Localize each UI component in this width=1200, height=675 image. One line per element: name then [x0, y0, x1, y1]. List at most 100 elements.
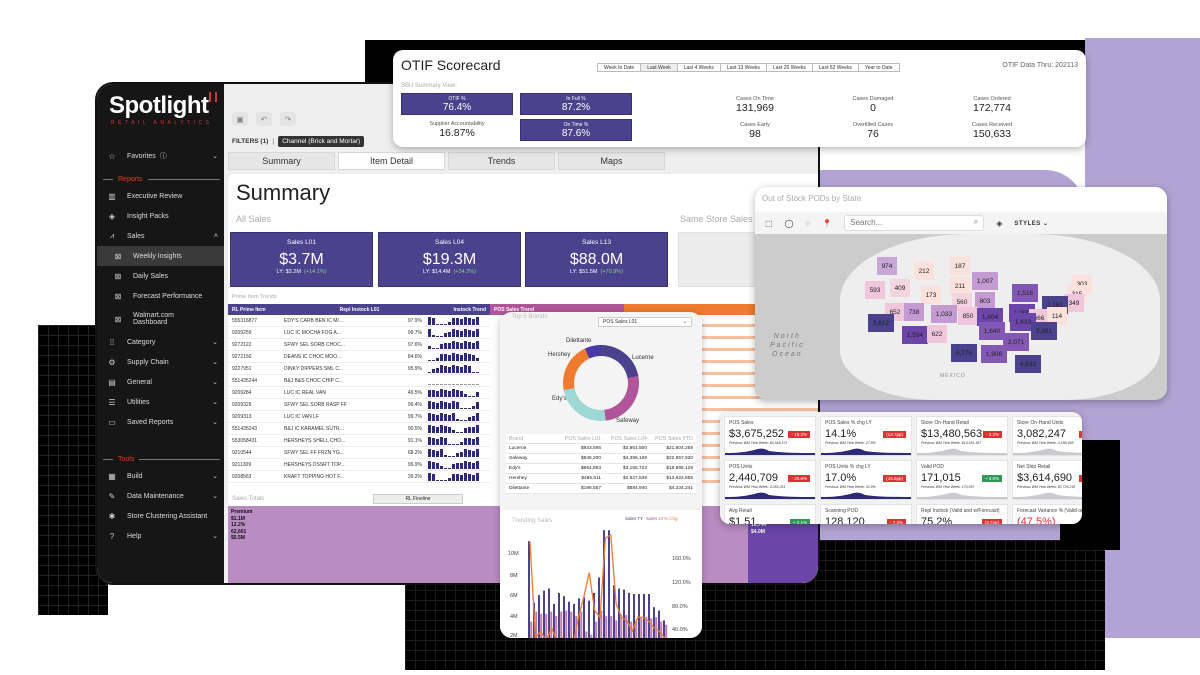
table-row[interactable]: 9208563 KRAFT TOPPING HOT F... 39.2% — [228, 471, 490, 483]
state-region[interactable]: 1,804 — [977, 308, 1003, 326]
table-row[interactable]: Hershey $485,511 $2,527,839 $13,622,655 — [506, 474, 696, 484]
rl-fineline-button[interactable]: RL Fineline — [373, 494, 463, 504]
undo-button[interactable]: ↶ — [256, 112, 272, 126]
state-region[interactable]: 1,594 — [902, 326, 928, 344]
table-row[interactable]: 9272150 DEANS IC CHOC MOO... 84.6% — [228, 351, 490, 363]
metric-select[interactable]: POS Sales L01 ⌄ — [598, 317, 692, 327]
table-row[interactable]: 551435244 B&J B&S CHOC CHIP C... — [228, 375, 490, 387]
state-region[interactable]: 211 — [950, 277, 970, 295]
state-region[interactable]: 593 — [865, 281, 885, 299]
styles-dropdown[interactable]: STYLES ⌄ — [1014, 220, 1049, 227]
period-last-26-weeks[interactable]: Last 26 Weeks — [765, 63, 813, 72]
state-region[interactable]: 6,775 — [951, 344, 977, 362]
table-row[interactable]: Dilettante $198,557 $884,940 $4,334,241 — [506, 484, 696, 494]
kpi-tile[interactable]: POS Units % chg LY 17.0% (16.9pp) Previous … — [820, 460, 912, 500]
sidebar-item-utilities[interactable]: ☰ Utilities ⌄ — [108, 397, 218, 407]
state-region[interactable]: 622 — [927, 325, 947, 343]
sidebar-item-daily-sales[interactable]: ⊠ Daily Sales — [114, 271, 169, 281]
save-button[interactable]: ▣ — [232, 112, 248, 126]
state-region[interactable]: 409 — [890, 279, 910, 297]
state-region[interactable]: 560 — [952, 293, 972, 311]
lasso-select-icon[interactable]: ◌ — [805, 218, 811, 228]
state-region[interactable]: 1,640 — [979, 322, 1005, 340]
state-region[interactable]: 850 — [958, 307, 978, 325]
table-row[interactable]: 555316877 EDY'S CARB BEN IC M/... 97.9% — [228, 315, 490, 327]
sidebar-item-data-maintenance[interactable]: ✎ Data Maintenance ⌄ — [108, 491, 218, 501]
table-row[interactable]: 9227951 DINKY DIPPERS SML C... 95.9% — [228, 363, 490, 375]
state-region[interactable]: 114 — [1047, 307, 1067, 325]
table-row[interactable]: 9209284 LUC IC REAL VAN 49.5% — [228, 387, 490, 399]
table-row[interactable]: Lucerne $933,695 $3,951,500 $21,604,259 — [506, 444, 696, 454]
redo-button[interactable]: ↷ — [280, 112, 296, 126]
tab-summary[interactable]: Summary — [228, 152, 335, 170]
table-row[interactable]: 551435243 B&J IC KARAMEL SUTR... 90.5% — [228, 423, 490, 435]
layers-icon[interactable]: ◈ — [996, 218, 1003, 228]
sidebar-item-sales[interactable]: ⩘ Sales ˄ — [97, 226, 224, 246]
state-region[interactable]: 1,906 — [981, 345, 1007, 363]
sidebar-item-forecast-performance[interactable]: ⊠ Forecast Performance — [114, 291, 203, 301]
state-region[interactable]: 1,033 — [931, 305, 957, 323]
tab-trends[interactable]: Trends — [448, 152, 555, 170]
table-row[interactable]: Edy's $664,893 $3,155,722 $18,896,129 — [506, 464, 696, 474]
kpi-tile[interactable]: Net Ship Retail$3,614,690- 3.1%Previous … — [1012, 460, 1082, 500]
state-region[interactable]: 1,516 — [1012, 284, 1038, 302]
period-year-to-date[interactable]: Year to Date — [857, 63, 900, 72]
sidebar-item-store-clustering[interactable]: ✱ Store Clustering Assistant — [108, 511, 208, 521]
state-region[interactable]: 173 — [921, 286, 941, 304]
state-region[interactable]: 349 — [1064, 294, 1084, 312]
sidebar-item-insight-packs[interactable]: ◈ Insight Packs — [108, 211, 169, 221]
table-row[interactable]: 553058431 HERSHEYS SHELL CHO... 91.1% — [228, 435, 490, 447]
state-region[interactable]: 1,007 — [972, 272, 998, 290]
kpi-tile[interactable]: Repl Instock (Valid and w/Forecast) 75.2%… — [916, 504, 1008, 524]
table-row[interactable]: 9209259 LUC IC MOCHA FOG A... 99.7% — [228, 327, 490, 339]
kpi-tile[interactable]: Avg Retail $1.51 + 2.1% — [724, 504, 816, 524]
sidebar-item-build[interactable]: ▦ Build ⌄ — [108, 471, 218, 481]
sidebar-item-supply-chain[interactable]: ⚙ Supply Chain ⌄ — [108, 357, 218, 367]
sidebar-item-walmart-dashboard[interactable]: ⊠ Walmart.com Dashboard — [114, 312, 174, 326]
state-region[interactable]: 212 — [914, 262, 934, 280]
filter-chip[interactable]: Channel (Brick and Mortar) — [278, 136, 365, 147]
table-row[interactable]: 9209313 LUC IC VAN LF 99.7% — [228, 411, 490, 423]
kpi-tile[interactable]: Valid POD 171,015 + 0.0% Previous WM Year W… — [916, 460, 1008, 500]
sidebar-item-saved-reports[interactable]: ▭ Saved Reports ⌄ — [108, 417, 218, 427]
sidebar-item-favorites[interactable]: ☆ Favorites ⓘ ⌄ — [108, 151, 218, 161]
period-last-52-weeks[interactable]: Last 52 Weeks — [811, 63, 859, 72]
state-region[interactable]: 974 — [877, 257, 897, 275]
table-row[interactable]: 9211309 HERSHEYS DSSRT TOP... 99.9% — [228, 459, 490, 471]
tab-item-detail[interactable]: Item Detail — [338, 152, 445, 170]
brands-donut-chart[interactable] — [563, 345, 639, 421]
kpi-tile[interactable]: Store On-Hand Retail $13,480,563- 3.2% Pre… — [916, 416, 1008, 456]
sidebar-item-help[interactable]: ? Help ⌄ — [97, 526, 224, 546]
kpi-tile[interactable]: POS Sales $3,675,252- 19.2% Previous WM Ye… — [724, 416, 816, 456]
period-last-week[interactable]: Last Week — [640, 63, 678, 72]
map-search-input[interactable]: Search... ⌕ — [844, 215, 985, 231]
sidebar-item-weekly-insights[interactable]: ⊠ Weekly Insights — [97, 246, 224, 266]
kpi-tile[interactable]: POS Sales % chg LY 14.1% (13.7pp) Previous … — [820, 416, 912, 456]
kpi-tile[interactable]: POS Units 2,440,709- 20.8% Previous WM Yea… — [724, 460, 816, 500]
period-last-13-weeks[interactable]: Last 13 Weeks — [719, 63, 767, 72]
state-region[interactable]: 803 — [975, 292, 995, 310]
kpi-tile[interactable]: Forecast Variance % (Valid or(47.5%)- — [1012, 504, 1082, 524]
table-row[interactable]: Safeway $846,200 $4,396,169 $22,957,930 — [506, 454, 696, 464]
state-region[interactable]: 1,633 — [1010, 313, 1036, 331]
circle-select-icon[interactable]: ◯ — [784, 218, 794, 228]
kpi-tile[interactable]: Scanning POD 128,120- 7.2% — [820, 504, 912, 524]
state-region[interactable]: 2,861 — [1031, 322, 1057, 340]
period-last-4-weeks[interactable]: Last 4 Weeks — [676, 63, 721, 72]
sidebar-item-general[interactable]: ▤ General ⌄ — [108, 377, 218, 387]
state-region[interactable]: 3,612 — [868, 314, 894, 332]
state-region[interactable]: 187 — [950, 257, 970, 275]
table-row[interactable]: 9209329 SFWY SEL SORB RASP FF 99.4% — [228, 399, 490, 411]
tab-maps[interactable]: Maps — [558, 152, 665, 170]
sidebar-item-executive-review[interactable]: ▥ Executive Review — [108, 191, 183, 201]
rect-select-icon[interactable]: ⬚ — [765, 218, 773, 228]
period-week-to-date[interactable]: Week to Date — [597, 63, 642, 72]
sidebar-item-category[interactable]: ⁞⁞ Category ⌄ — [97, 332, 224, 352]
table-row[interactable]: 9210544 SFWY SEL FF FRZN YG... 68.2% — [228, 447, 490, 459]
state-region[interactable]: 738 — [904, 303, 924, 321]
clear-pin-icon[interactable]: 📍 — [822, 218, 833, 228]
state-region[interactable]: 2,071 — [1003, 333, 1029, 351]
state-region[interactable]: 4,832 — [1015, 355, 1041, 373]
table-row[interactable]: 9272122 SFWY SEL SORB CHOC... 97.6% — [228, 339, 490, 351]
